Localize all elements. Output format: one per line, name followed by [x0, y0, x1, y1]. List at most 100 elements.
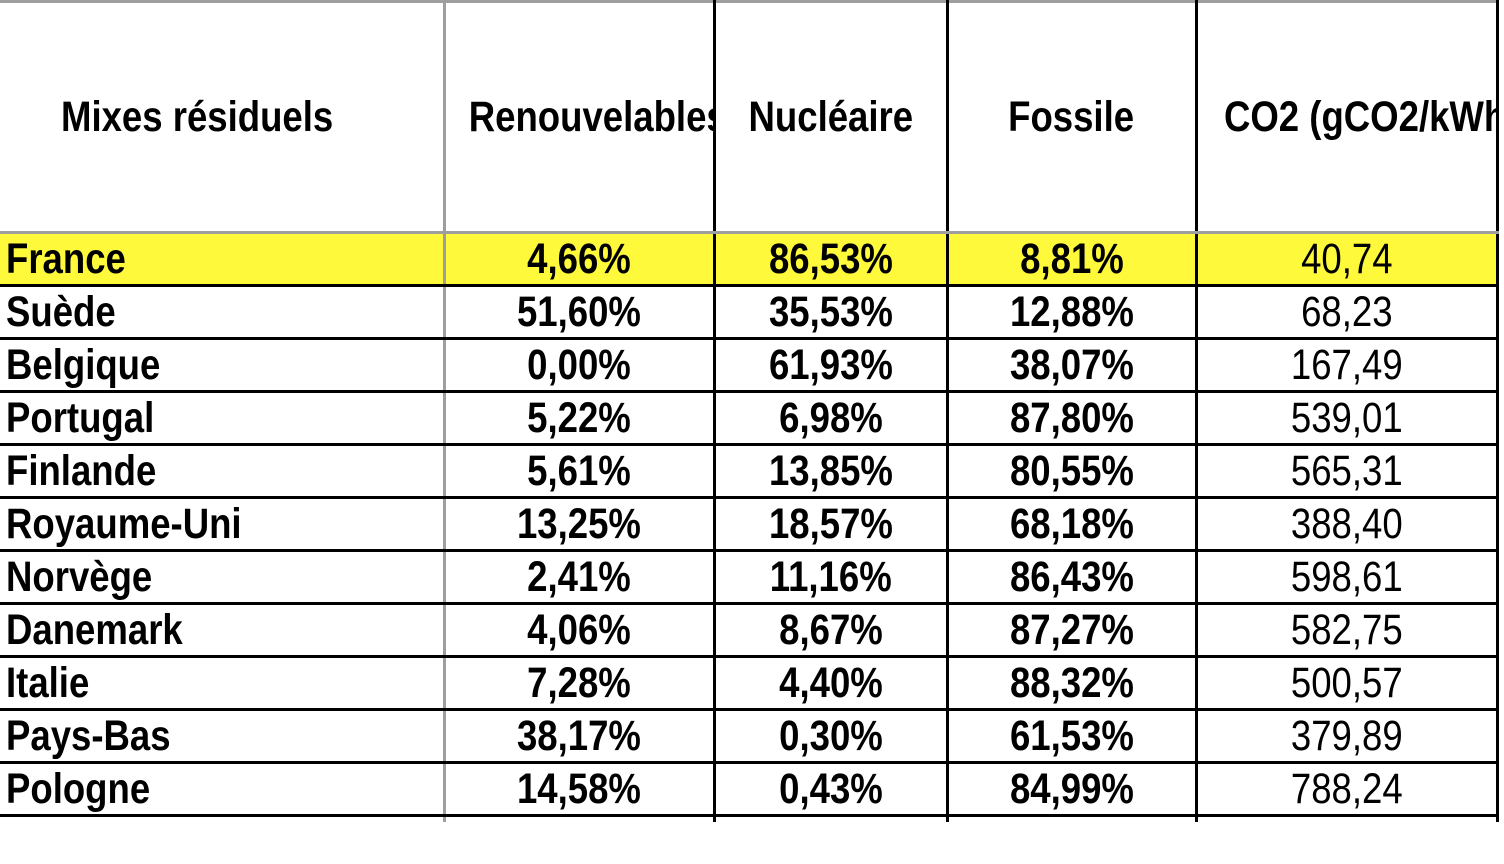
- fossil-value: 88,32%: [1009, 658, 1134, 707]
- nuclear-value: 18,57%: [768, 499, 893, 548]
- table-header: Mixes résiduels Renouvelables Nucléaire …: [0, 0, 1499, 234]
- nuclear-cell: 86,53%: [714, 232, 949, 287]
- fossil-cell: 68,18%: [947, 497, 1198, 552]
- country-cell: Belgique: [0, 338, 446, 393]
- co2-cell: 167,49: [1196, 338, 1499, 393]
- fossil-cell: 88,32%: [947, 656, 1198, 711]
- nuclear-cell: 11,16%: [714, 550, 949, 605]
- country-cell: Finlande: [0, 444, 446, 499]
- country-label: Pologne: [6, 764, 151, 813]
- renewables-cell: 4,06%: [444, 603, 716, 658]
- table-row-suede: Suède 51,60% 35,53% 12,88% 68,23: [0, 285, 1499, 340]
- co2-cell: 40,74: [1196, 232, 1499, 287]
- co2-value: 68,23: [1300, 287, 1393, 336]
- header-cell-co2: CO2 (gCO2/kWh): [1196, 0, 1499, 234]
- header-cell-renouvelables: Renouvelables: [444, 0, 716, 234]
- renewables-value: 51,60%: [517, 287, 641, 336]
- renewables-cell: 5,22%: [444, 391, 716, 446]
- nuclear-cell: 0,43%: [714, 762, 949, 817]
- fossil-value: 61,53%: [1009, 711, 1134, 760]
- co2-cell: 388,40: [1196, 497, 1499, 552]
- co2-cell: 500,57: [1196, 656, 1499, 711]
- country-label: Italie: [6, 658, 90, 707]
- table-row-royaume-uni: Royaume-Uni 13,25% 18,57% 68,18% 388,40: [0, 497, 1499, 552]
- renewables-value: 2,41%: [527, 552, 631, 601]
- fossil-value: 12,88%: [1009, 287, 1134, 336]
- fossil-cell: 84,99%: [947, 762, 1198, 817]
- nuclear-cell: 4,40%: [714, 656, 949, 711]
- table-body: France 4,66% 86,53% 8,81% 40,74 Suède 51…: [0, 232, 1499, 817]
- table-row-belgique: Belgique 0,00% 61,93% 38,07% 167,49: [0, 338, 1499, 393]
- renewables-cell: 4,66%: [444, 232, 716, 287]
- header-label: CO2 (gCO2/kWh): [1223, 92, 1497, 141]
- fossil-value: 84,99%: [1009, 764, 1134, 813]
- co2-value: 40,74: [1300, 234, 1393, 283]
- header-label: Renouvelables: [468, 92, 714, 141]
- header-cell-nucleaire: Nucléaire: [714, 0, 949, 234]
- renewables-value: 7,28%: [527, 658, 631, 707]
- fossil-value: 87,80%: [1009, 393, 1134, 442]
- table-row-italie: Italie 7,28% 4,40% 88,32% 500,57: [0, 656, 1499, 711]
- country-label: Norvège: [6, 552, 153, 601]
- nuclear-cell: 18,57%: [714, 497, 949, 552]
- co2-cell: 788,24: [1196, 762, 1499, 817]
- fossil-value: 8,81%: [1019, 234, 1124, 283]
- renewables-value: 0,00%: [527, 340, 631, 389]
- country-cell: Italie: [0, 656, 446, 711]
- co2-value: 167,49: [1290, 340, 1403, 389]
- cutoff-cell: [714, 815, 949, 822]
- header-label: Nucléaire: [748, 92, 913, 141]
- renewables-value: 4,06%: [527, 605, 631, 654]
- nuclear-value: 61,93%: [768, 340, 893, 389]
- country-label: Belgique: [6, 340, 161, 389]
- country-label: Pays-Bas: [6, 711, 171, 760]
- co2-value: 379,89: [1290, 711, 1403, 760]
- fossil-cell: 80,55%: [947, 444, 1198, 499]
- fossil-value: 86,43%: [1009, 552, 1134, 601]
- nuclear-cell: 0,30%: [714, 709, 949, 764]
- renewables-cell: 14,58%: [444, 762, 716, 817]
- co2-cell: 565,31: [1196, 444, 1499, 499]
- cutoff-cell: [947, 815, 1198, 822]
- table-row-portugal: Portugal 5,22% 6,98% 87,80% 539,01: [0, 391, 1499, 446]
- header-cell-mixes-residuels: Mixes résiduels: [0, 0, 446, 234]
- country-cell: France: [0, 232, 446, 287]
- renewables-cell: 7,28%: [444, 656, 716, 711]
- fossil-value: 68,18%: [1009, 499, 1134, 548]
- fossil-cell: 86,43%: [947, 550, 1198, 605]
- nuclear-value: 86,53%: [768, 234, 893, 283]
- nuclear-value: 4,40%: [778, 658, 883, 707]
- fossil-cell: 38,07%: [947, 338, 1198, 393]
- country-cell: Suède: [0, 285, 446, 340]
- renewables-value: 13,25%: [517, 499, 641, 548]
- fossil-cell: 87,80%: [947, 391, 1198, 446]
- fossil-value: 38,07%: [1009, 340, 1134, 389]
- cutoff-cell: [0, 815, 446, 822]
- cutoff-row: [0, 815, 1499, 822]
- co2-value: 388,40: [1290, 499, 1403, 548]
- country-label: Finlande: [6, 446, 157, 495]
- co2-value: 788,24: [1290, 764, 1403, 813]
- renewables-value: 5,61%: [527, 446, 631, 495]
- header-label: Fossile: [1008, 92, 1135, 141]
- country-cell: Portugal: [0, 391, 446, 446]
- table-row-pologne: Pologne 14,58% 0,43% 84,99% 788,24: [0, 762, 1499, 817]
- table-row-finlande: Finlande 5,61% 13,85% 80,55% 565,31: [0, 444, 1499, 499]
- table-row-norvege: Norvège 2,41% 11,16% 86,43% 598,61: [0, 550, 1499, 605]
- co2-value: 539,01: [1290, 393, 1403, 442]
- nuclear-value: 0,30%: [778, 711, 883, 760]
- renewables-cell: 38,17%: [444, 709, 716, 764]
- renewables-cell: 51,60%: [444, 285, 716, 340]
- country-cell: Danemark: [0, 603, 446, 658]
- co2-value: 582,75: [1290, 605, 1403, 654]
- country-label: France: [6, 234, 126, 283]
- fossil-value: 87,27%: [1009, 605, 1134, 654]
- header-label: Mixes résiduels: [61, 92, 334, 141]
- table-row-france: France 4,66% 86,53% 8,81% 40,74: [0, 232, 1499, 287]
- renewables-cell: 13,25%: [444, 497, 716, 552]
- country-cell: Royaume-Uni: [0, 497, 446, 552]
- renewables-cell: 2,41%: [444, 550, 716, 605]
- fossil-value: 80,55%: [1009, 446, 1134, 495]
- co2-cell: 598,61: [1196, 550, 1499, 605]
- co2-value: 500,57: [1290, 658, 1403, 707]
